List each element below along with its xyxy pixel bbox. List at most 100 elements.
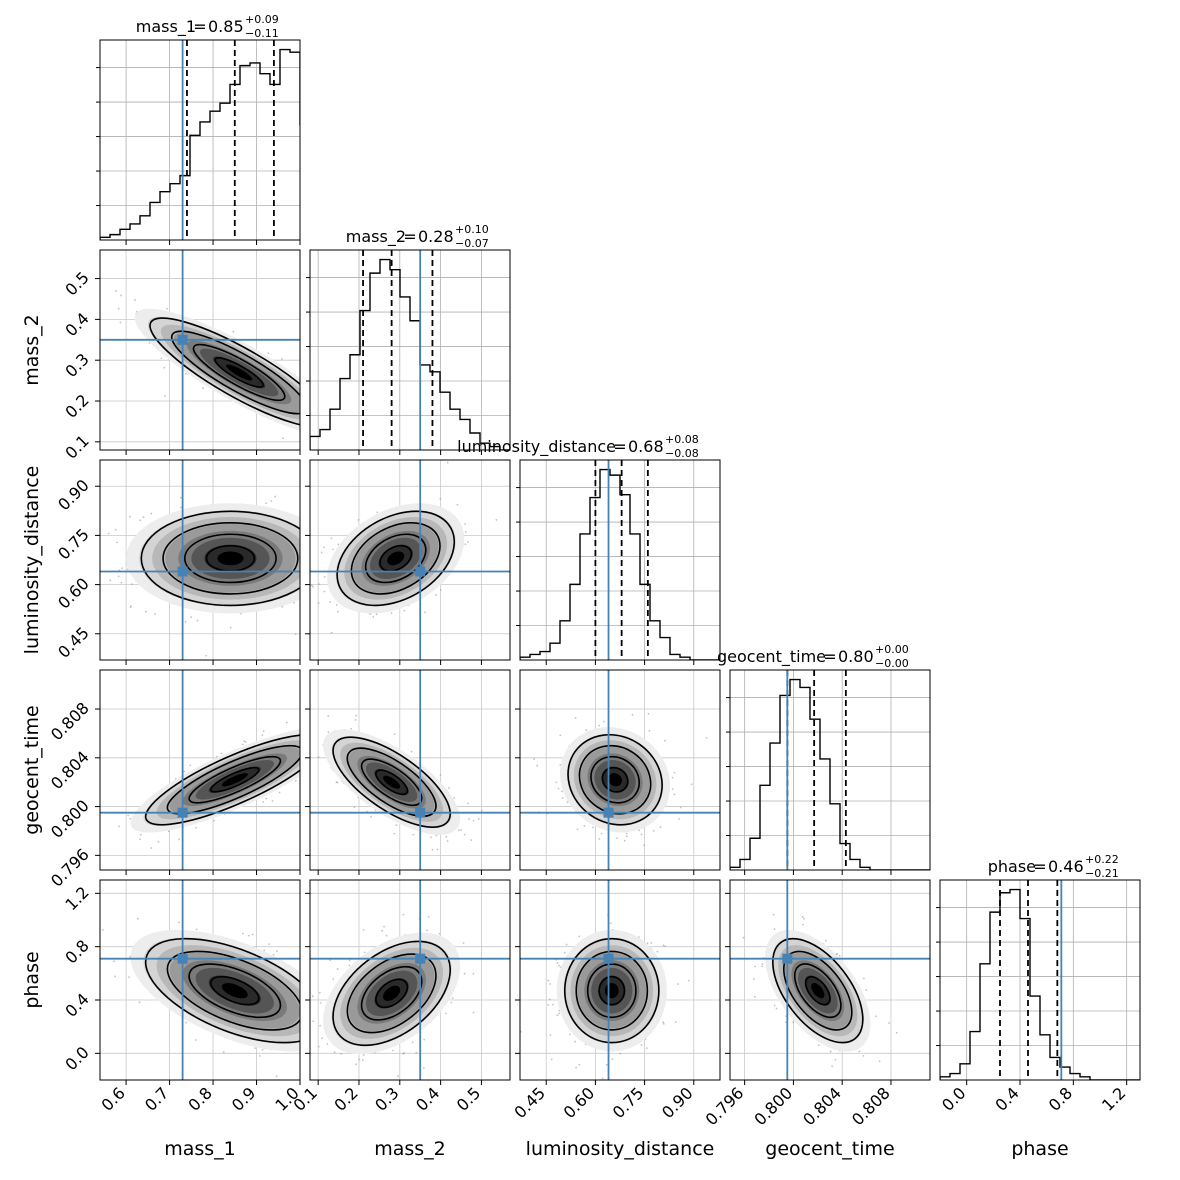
- scatter-point: [232, 330, 235, 333]
- scatter-point: [274, 495, 277, 498]
- contour-line-2: [346, 953, 437, 1034]
- contour-line-2: [578, 744, 652, 815]
- title-err-minus: −0.00: [875, 657, 909, 670]
- scatter-point: [194, 1039, 197, 1041]
- scatter-point: [480, 809, 483, 812]
- contour-line-3: [332, 940, 452, 1047]
- scatter-point: [678, 817, 681, 820]
- scatter-point: [477, 818, 480, 820]
- scatter-point: [561, 790, 563, 793]
- scatter-point: [321, 739, 323, 741]
- scatter-point: [293, 601, 295, 604]
- scatter-point: [183, 770, 186, 773]
- scatter-point: [294, 633, 297, 636]
- density-panel-mass_1-phase: [100, 880, 314, 1080]
- scatter-point: [495, 518, 498, 521]
- scatter-point: [322, 540, 324, 542]
- truth-marker: [603, 953, 614, 964]
- scatter-point: [647, 712, 650, 715]
- scatter-point: [338, 424, 340, 426]
- scatter-point: [444, 1012, 447, 1015]
- scatter-point: [829, 1050, 832, 1053]
- scatter-point: [189, 764, 192, 767]
- title-eq: =: [613, 437, 626, 456]
- contour-line-2: [575, 950, 649, 1031]
- title-value: 0.28: [418, 227, 454, 246]
- xtick-label: 0.8: [1045, 1083, 1076, 1114]
- xtick-label: 0.4: [412, 1083, 443, 1114]
- scatter-point: [578, 935, 581, 938]
- scatter-point: [566, 801, 569, 803]
- title-luminosity_distance: luminosity_distance= 0.68 +0.08−0.08: [457, 433, 699, 460]
- scatter-point: [324, 399, 326, 401]
- scatter-point: [431, 848, 434, 851]
- scatter-point: [213, 819, 215, 822]
- scatter-point: [312, 721, 314, 723]
- scatter-point: [312, 410, 314, 412]
- scatter-point: [313, 396, 315, 398]
- scatter-point: [241, 932, 244, 935]
- scatter-point: [316, 410, 318, 412]
- ytick-label: 0.808: [47, 698, 93, 744]
- scatter-point: [436, 848, 439, 851]
- scatter-point: [664, 945, 667, 948]
- scatter-point: [109, 579, 112, 582]
- contour-line-2: [162, 521, 299, 595]
- contour-line-1: [586, 963, 637, 1019]
- scatter-point: [316, 727, 318, 729]
- scatter-point: [294, 779, 297, 782]
- scatter-point: [315, 739, 317, 741]
- scatter-point: [662, 1021, 665, 1024]
- scatter-point: [318, 991, 321, 994]
- scatter-point: [222, 1051, 225, 1054]
- scatter-point: [775, 1007, 778, 1010]
- scatter-point: [167, 830, 170, 833]
- scatter-point: [307, 1002, 309, 1004]
- scatter-point: [306, 751, 308, 753]
- scatter-point: [307, 387, 309, 389]
- scatter-point: [803, 917, 805, 920]
- scatter-point: [306, 715, 308, 717]
- ytick-label: 1.2: [61, 883, 92, 914]
- scatter-point: [148, 342, 151, 344]
- density-panel-mass_2-phase: [307, 880, 510, 1080]
- scatter-point: [559, 734, 562, 737]
- scatter-point: [333, 1051, 336, 1054]
- truth-marker: [782, 953, 793, 964]
- scatter-point: [285, 721, 288, 724]
- scatter-point: [307, 1017, 309, 1019]
- panel-frame-2-1: [309, 459, 511, 661]
- scatter-point: [371, 452, 373, 454]
- truth-marker: [415, 807, 426, 818]
- scatter-point: [361, 1059, 364, 1062]
- scatter-point: [101, 929, 104, 931]
- scatter-point: [427, 915, 430, 918]
- scatter-point: [451, 997, 454, 999]
- scatter-point: [576, 828, 579, 831]
- scatter-point: [303, 577, 305, 579]
- scatter-point: [435, 834, 438, 837]
- scatter-point: [278, 791, 281, 794]
- title-value: 0.80: [838, 647, 874, 666]
- scatter-point: [430, 836, 432, 839]
- scatter-point: [138, 1001, 141, 1004]
- contour-line-2: [350, 521, 441, 595]
- scatter-point: [462, 942, 465, 945]
- scatter-point: [332, 548, 334, 551]
- scatter-point: [467, 802, 470, 805]
- yaxis-label-luminosity_distance: luminosity_distance: [21, 466, 43, 655]
- scatter-point: [403, 1052, 406, 1054]
- scatter-point: [196, 619, 199, 622]
- title-phase: phase= 0.46 +0.22−0.21: [988, 853, 1119, 880]
- truth-marker: [177, 334, 188, 345]
- scatter-point: [598, 838, 601, 840]
- scatter-point: [381, 929, 384, 932]
- density-panel-mass_1-geocent_time: [100, 670, 323, 870]
- xaxis-label-luminosity_distance: luminosity_distance: [526, 1138, 715, 1160]
- scatter-point: [310, 584, 313, 587]
- xtick-label: 0.45: [510, 1083, 549, 1122]
- scatter-point: [312, 1023, 314, 1025]
- scatter-point: [472, 972, 475, 975]
- scatter-point: [308, 589, 310, 591]
- scatter-point: [600, 832, 603, 835]
